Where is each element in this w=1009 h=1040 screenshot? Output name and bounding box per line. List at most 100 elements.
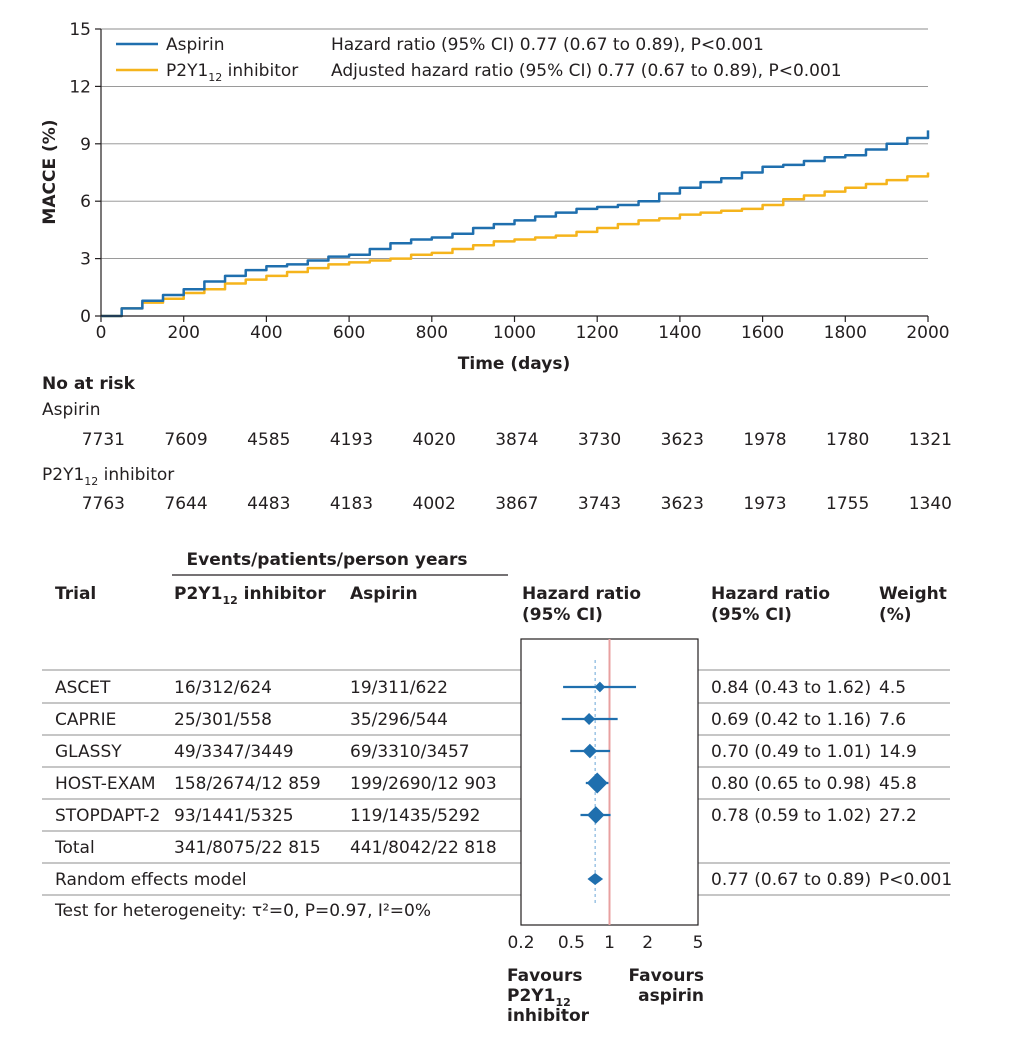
km-x-tick-label: 400: [250, 323, 282, 343]
km-x-ticks: 0 200 400 600 800 1000 1200 1400 1600 1800 2000: [96, 316, 950, 343]
risk-value: 4585: [247, 430, 290, 450]
risk-value: 4020: [413, 430, 456, 450]
model-p-text: P<0.001: [879, 870, 952, 890]
heterogeneity-test: Test for heterogeneity: τ²=0, P=0.97, I²…: [54, 901, 431, 921]
km-x-axis-label: Time (days): [458, 354, 570, 374]
km-x-tick-label: 2000: [906, 323, 949, 343]
row-aspirin-events: 69/3310/3457: [350, 742, 470, 762]
risk-row-label-p2y12: P2Y112 inhibitor: [42, 465, 174, 488]
row-p2y12-events: 158/2674/12 859: [174, 774, 321, 794]
km-y-tick-label: 0: [80, 307, 91, 327]
risk-value: 3743: [578, 494, 621, 514]
forest-plot-marks: [561, 639, 637, 925]
km-y-axis-label: MACCE (%): [40, 119, 60, 224]
km-annotation-adjusted-hr: Adjusted hazard ratio (95% CI) 0.77 (0.6…: [331, 61, 842, 81]
km-x-tick-label: 600: [333, 323, 365, 343]
events-group-header: Events/patients/person years: [187, 550, 468, 570]
header-aspirin: Aspirin: [350, 584, 418, 604]
row-p2y12-events: 16/312/624: [174, 678, 272, 698]
risk-value: 7731: [82, 430, 125, 450]
number-at-risk-table: No at risk Aspirin P2Y112 inhibitor 7731…: [42, 374, 952, 514]
forest-x-ticks: 0.2 0.5 1 2 5: [507, 933, 703, 953]
row-trial-name: STOPDAPT-2: [55, 806, 160, 826]
km-x-tick-label: 1000: [493, 323, 536, 343]
risk-value: 3874: [495, 430, 538, 450]
row-trial-name: ASCET: [55, 678, 111, 698]
km-x-tick-label: 1800: [824, 323, 867, 343]
row-p2y12-events: 25/301/558: [174, 710, 272, 730]
forest-x-tick-label: 1: [604, 933, 615, 953]
km-x-tick-label: 1400: [658, 323, 701, 343]
row-estimate-marker: [587, 806, 605, 824]
km-y-ticks: 0 3 6 9 12 15: [69, 20, 101, 327]
row-trial-name: GLASSY: [55, 742, 122, 762]
row-estimate-marker: [586, 772, 608, 794]
header-p2y12: P2Y112 inhibitor: [174, 584, 326, 607]
risk-table-title: No at risk: [42, 374, 136, 394]
forest-plot: Events/patients/person years Trial P2Y11…: [42, 550, 952, 1026]
risk-value: 7609: [164, 430, 207, 450]
risk-row-label-aspirin: Aspirin: [42, 400, 101, 420]
row-aspirin-events: 35/296/544: [350, 710, 448, 730]
header-hr-plot-line2: (95% CI): [522, 605, 603, 625]
forest-x-tick-label: 0.2: [507, 933, 534, 953]
row-aspirin-events: 199/2690/12 903: [350, 774, 497, 794]
risk-value: 1755: [826, 494, 869, 514]
risk-value: 7644: [164, 494, 207, 514]
row-estimate-marker: [582, 743, 598, 759]
favours-right-line1: Favours: [629, 966, 704, 986]
row-weight: 45.8: [879, 774, 917, 794]
km-y-tick-label: 12: [69, 77, 91, 97]
risk-value: 4193: [330, 430, 373, 450]
risk-value: 3623: [661, 494, 704, 514]
row-trial-name: CAPRIE: [55, 710, 116, 730]
km-gridlines: [101, 28, 928, 260]
km-legend: Aspirin P2Y112 inhibitor: [116, 35, 298, 84]
row-hr-text: 0.80 (0.65 to 0.98): [711, 774, 871, 794]
favours-left-line1: Favours: [507, 966, 582, 986]
risk-value: 3730: [578, 430, 621, 450]
row-estimate-marker: [594, 681, 606, 693]
row-weight: 7.6: [879, 710, 906, 730]
row-trial-name: HOST-EXAM: [55, 774, 156, 794]
header-trial: Trial: [55, 584, 96, 604]
header-weight-line2: (%): [879, 605, 912, 625]
risk-values: 7731 7609 4585 4193 4020 3874 3730 3623 1978 1780…: [82, 430, 952, 514]
favours-right-line2: aspirin: [638, 986, 704, 1006]
pooled-diamond: [587, 873, 604, 885]
model-label: Random effects model: [55, 870, 247, 890]
risk-value: 4002: [413, 494, 456, 514]
km-x-tick-label: 800: [416, 323, 448, 343]
km-line-p2y12: [101, 172, 930, 318]
header-weight-line1: Weight: [879, 584, 947, 604]
forest-rows: ASCET 16/312/624 19/311/622 0.84 (0.43 to 1…: [55, 678, 917, 826]
total-p2y12: 341/8075/22 815: [174, 838, 321, 858]
row-aspirin-events: 19/311/622: [350, 678, 448, 698]
favours-left-line3: inhibitor: [507, 1006, 590, 1026]
km-plot: 0 3 6 9 12 15 0 200 400 600 800 1000 1200 1400 1600 18…: [40, 20, 950, 374]
row-weight: 14.9: [879, 742, 917, 762]
row-hr-text: 0.70 (0.49 to 1.01): [711, 742, 871, 762]
risk-value: 7763: [82, 494, 125, 514]
row-hr-text: 0.69 (0.42 to 1.16): [711, 710, 871, 730]
forest-x-tick-label: 2: [642, 933, 653, 953]
row-p2y12-events: 93/1441/5325: [174, 806, 294, 826]
row-aspirin-events: 119/1435/5292: [350, 806, 480, 826]
forest-x-tick-label: 5: [693, 933, 704, 953]
forest-table-rules: [42, 669, 950, 896]
km-y-tick-label: 6: [80, 192, 91, 212]
header-hr-text-line2: (95% CI): [711, 605, 792, 625]
km-x-tick-label: 200: [167, 323, 199, 343]
km-series-lines: [101, 130, 930, 318]
total-aspirin: 441/8042/22 818: [350, 838, 497, 858]
km-x-tick-label: 1600: [741, 323, 784, 343]
km-x-tick-label: 0: [96, 323, 107, 343]
forest-x-tick-label: 0.5: [558, 933, 585, 953]
row-hr-text: 0.84 (0.43 to 1.62): [711, 678, 871, 698]
row-weight: 27.2: [879, 806, 917, 826]
risk-value: 1973: [743, 494, 786, 514]
risk-value: 1321: [909, 430, 952, 450]
risk-value: 1780: [826, 430, 869, 450]
risk-value: 1978: [743, 430, 786, 450]
